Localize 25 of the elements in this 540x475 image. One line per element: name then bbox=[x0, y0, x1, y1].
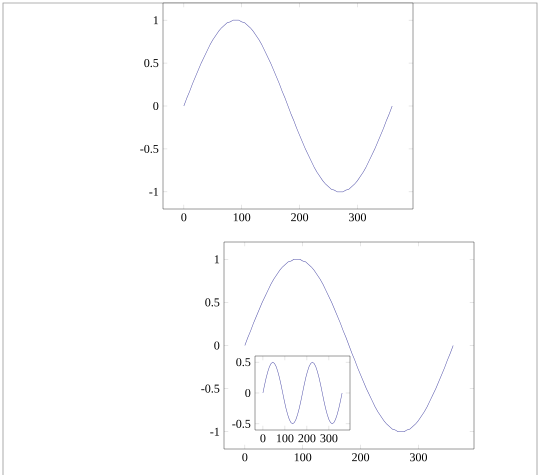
y-tick-label: 1 bbox=[154, 16, 158, 24]
x-tick-label: 300 bbox=[349, 213, 366, 222]
y-tick-label: 0 bbox=[153, 102, 158, 110]
x-tick-label: 0 bbox=[181, 213, 186, 222]
x-tick-label: 100 bbox=[234, 213, 250, 222]
x-tick-label: 300 bbox=[320, 434, 338, 442]
y-tick-label: -1 bbox=[149, 188, 158, 196]
x-tick-label: 200 bbox=[298, 434, 316, 442]
y-tick-label: -0.5 bbox=[140, 144, 158, 153]
x-tick-label: 100 bbox=[294, 453, 312, 462]
y-tick-label: 0 bbox=[245, 388, 250, 398]
y-tick-label: 0.5 bbox=[205, 298, 220, 306]
line-series bbox=[262, 362, 342, 424]
x-tick-label: 200 bbox=[291, 213, 308, 222]
y-tick-label: 0 bbox=[214, 341, 220, 350]
y-tick-label: -0.5 bbox=[201, 384, 220, 393]
x-tick-label: 0 bbox=[260, 434, 266, 442]
x-tick-label: 300 bbox=[410, 453, 427, 462]
y-tick-label: -0.5 bbox=[232, 420, 250, 428]
y-tick-label: 0.5 bbox=[144, 59, 158, 68]
x-tick-label: 100 bbox=[276, 434, 294, 442]
y-tick-label: 0.5 bbox=[236, 358, 250, 366]
x-tick-label: 200 bbox=[352, 453, 370, 462]
y-tick-label: 1 bbox=[214, 255, 220, 264]
y-tick-label: -1 bbox=[210, 428, 220, 436]
